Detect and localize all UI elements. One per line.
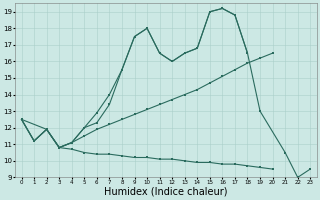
X-axis label: Humidex (Indice chaleur): Humidex (Indice chaleur) xyxy=(104,187,228,197)
